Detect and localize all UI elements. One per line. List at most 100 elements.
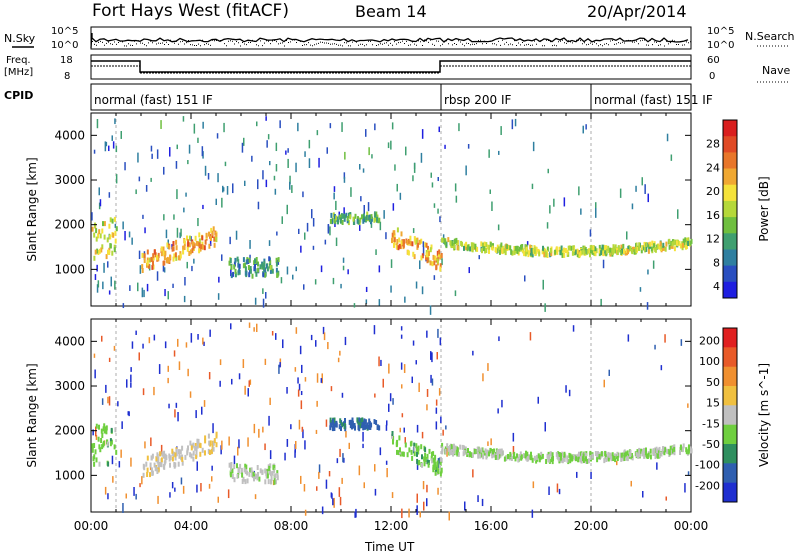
band-point [143, 258, 146, 263]
echo-point [426, 404, 428, 411]
echo-point [400, 334, 403, 339]
band-point [607, 456, 610, 462]
band-point [524, 453, 527, 459]
band-point [205, 232, 208, 238]
band-point [495, 248, 498, 254]
band-point [425, 242, 428, 248]
band-point [499, 249, 501, 255]
nave-label: Nave [762, 64, 790, 77]
band-point [679, 450, 681, 455]
band-point [234, 269, 237, 274]
echo-point [382, 378, 384, 388]
echo-point [433, 203, 436, 208]
band-point [330, 212, 333, 218]
band-point [248, 272, 251, 278]
band-point [145, 461, 148, 467]
echo-point [172, 283, 174, 288]
band-point [146, 455, 149, 461]
echo-point [391, 492, 394, 499]
echo-point [275, 164, 278, 172]
echo-point [385, 232, 387, 240]
echo-point [202, 337, 204, 345]
band-point [687, 241, 690, 246]
band-point [191, 248, 194, 254]
echo-point [269, 450, 272, 460]
band-point [531, 252, 534, 258]
band-point [485, 242, 488, 248]
band-point [550, 251, 553, 257]
band-point [453, 238, 456, 244]
echo-point [298, 228, 300, 234]
band-point [624, 250, 627, 256]
band-point [439, 266, 442, 272]
band-point [562, 456, 565, 461]
band-point [359, 423, 361, 429]
band-point [234, 272, 237, 278]
band-point [399, 244, 402, 250]
y-tick-label: 2000 [54, 424, 85, 438]
echo-point [416, 505, 418, 515]
noise-tick-top-right: 10^5 [707, 26, 734, 37]
band-point [426, 257, 429, 263]
band-point [339, 214, 342, 220]
echo-point [421, 286, 424, 295]
echo-point [128, 231, 131, 238]
echo-point [340, 283, 342, 289]
band-point [541, 453, 544, 459]
band-point [404, 442, 407, 448]
echo-point [222, 187, 225, 192]
echo-point [600, 298, 602, 306]
band-point [375, 211, 378, 217]
band-point [212, 446, 215, 452]
echo-point [344, 336, 347, 346]
y-tick-label: 2000 [54, 218, 85, 232]
echo-point [269, 161, 271, 166]
echo-point [580, 208, 582, 215]
echo-point [444, 144, 446, 149]
band-point [244, 262, 246, 268]
echo-point [251, 155, 253, 162]
echo-point [412, 228, 415, 234]
band-point [366, 425, 369, 431]
band-point [650, 246, 653, 252]
echo-point [487, 441, 489, 446]
band-point [432, 464, 435, 470]
echo-point [304, 509, 307, 516]
band-point [421, 462, 423, 468]
band-point [513, 249, 516, 255]
band-point [152, 253, 155, 259]
echo-point [431, 352, 433, 363]
band-point [105, 425, 108, 431]
band-point [592, 245, 595, 251]
band-point [668, 244, 671, 250]
echo-point [207, 173, 210, 180]
band-point [514, 456, 517, 462]
band-point [396, 449, 398, 455]
band-point [275, 267, 278, 273]
band-point [678, 240, 681, 246]
band-point [204, 450, 206, 456]
band-point [461, 444, 464, 450]
band-point [236, 463, 238, 469]
echo-point [107, 396, 109, 404]
echo-point [339, 350, 341, 356]
noise-panel [90, 26, 692, 50]
band-point [270, 479, 273, 485]
band-point [332, 418, 334, 424]
band-point [452, 445, 455, 451]
band-point [356, 417, 359, 423]
band-point [98, 461, 101, 467]
echo-point [437, 177, 439, 182]
echo-point [287, 148, 289, 153]
y-tick-label: 4000 [54, 334, 85, 348]
band-point [168, 453, 171, 459]
band-point [684, 244, 687, 250]
colorbar-swatch [723, 120, 737, 137]
band-point [365, 215, 368, 220]
echo-point [546, 222, 549, 229]
band-point [107, 461, 110, 467]
echo-point [365, 129, 367, 137]
band-point [467, 448, 469, 453]
band-point [150, 467, 153, 473]
echo-point [608, 369, 610, 376]
